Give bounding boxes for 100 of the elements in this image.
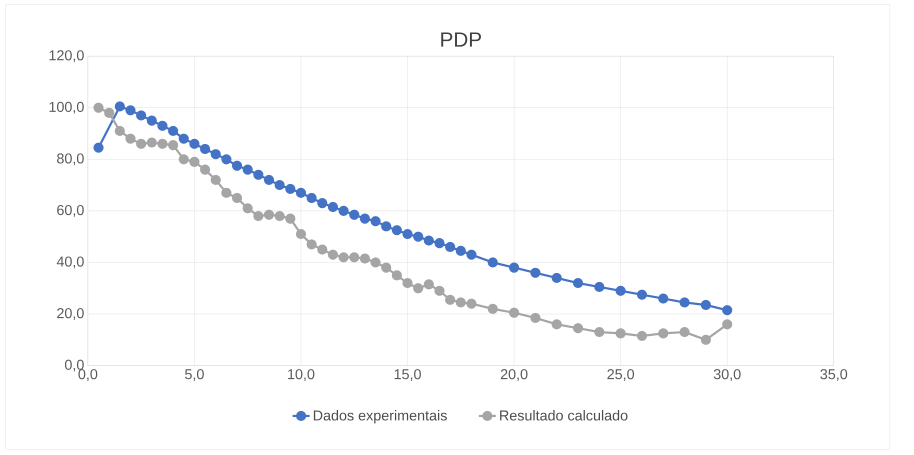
point: [360, 214, 370, 224]
point: [370, 216, 381, 226]
point: [210, 174, 221, 186]
point: [232, 160, 242, 171]
x-tick-label: 20,0: [500, 369, 528, 382]
point: [680, 297, 690, 308]
point: [114, 101, 125, 112]
point: [296, 229, 306, 240]
y-tick-label: 60,0: [57, 205, 84, 217]
point: [392, 270, 402, 280]
point: [317, 244, 328, 255]
point: [381, 221, 392, 232]
point: [572, 323, 584, 334]
point: [434, 286, 445, 296]
point: [306, 192, 317, 204]
point: [636, 290, 648, 300]
point: [253, 211, 264, 222]
point: [552, 319, 562, 330]
point: [722, 319, 732, 330]
point: [146, 138, 157, 148]
point: [700, 300, 711, 310]
point: [700, 334, 711, 345]
point: [200, 144, 210, 154]
chart-title: PDP: [441, 32, 481, 47]
y-tick-label: 20,0: [57, 308, 84, 320]
point: [488, 257, 498, 268]
point: [658, 294, 668, 304]
point: [360, 254, 370, 264]
point: [168, 126, 178, 136]
point: [189, 156, 200, 168]
point: [200, 164, 210, 175]
x-tick-label: 10,0: [288, 369, 314, 382]
y-tick-label: 100,0: [50, 102, 84, 114]
point: [413, 232, 424, 242]
point: [328, 250, 338, 260]
y-tick-label: 0,0: [64, 360, 84, 372]
point: [285, 184, 296, 194]
point: [189, 138, 200, 149]
x-tick-label: 0,0: [78, 369, 98, 382]
x-tick-label: 25,0: [607, 369, 634, 382]
point: [93, 142, 104, 153]
point: [104, 108, 114, 118]
point: [680, 327, 690, 338]
point: [125, 134, 136, 144]
point: [210, 149, 221, 160]
point: [221, 154, 232, 164]
point: [413, 283, 424, 294]
x-tick-label: 5,0: [185, 369, 204, 382]
point: [349, 210, 360, 220]
x-tick-label: 15,0: [394, 369, 421, 382]
point: [658, 328, 668, 339]
point: [296, 188, 306, 198]
point: [114, 126, 125, 136]
point: [317, 198, 328, 208]
point: [616, 328, 626, 339]
point: [306, 239, 317, 250]
point: [616, 286, 626, 296]
legend-label: Resultado calculado: [500, 410, 628, 421]
point: [509, 262, 520, 273]
point: [93, 102, 104, 113]
legend-label: Dados experimentais: [314, 410, 447, 424]
point: [509, 308, 520, 318]
point: [594, 282, 604, 292]
point: [253, 170, 264, 180]
point: [328, 202, 338, 212]
point: [445, 294, 456, 305]
point: [402, 229, 413, 240]
point: [722, 305, 732, 316]
point: [572, 278, 584, 288]
point: [445, 242, 456, 252]
point: [285, 214, 296, 224]
point: [264, 210, 274, 220]
x-tick-label: 35,0: [820, 369, 848, 382]
point: [370, 257, 381, 268]
point: [168, 140, 178, 150]
y-tick-label: 40,0: [56, 256, 84, 268]
point: [274, 211, 285, 222]
point: [178, 134, 189, 144]
point: [136, 138, 146, 149]
x-tick-label: 30,0: [714, 369, 741, 382]
point: [242, 164, 253, 175]
point: [424, 236, 434, 246]
point: [178, 154, 189, 164]
point: [402, 278, 413, 288]
point: [136, 110, 146, 121]
point: [146, 116, 157, 126]
point: [530, 312, 540, 324]
point: [456, 297, 466, 308]
point: [381, 262, 392, 273]
point: [594, 327, 604, 338]
point: [274, 180, 285, 190]
point: [434, 238, 445, 248]
point: [157, 120, 168, 131]
point: [488, 304, 498, 314]
point: [456, 246, 466, 256]
point: [349, 252, 360, 262]
point: [466, 298, 477, 309]
y-tick-label: 120,0: [50, 50, 84, 62]
point: [242, 203, 253, 214]
point: [466, 250, 477, 260]
